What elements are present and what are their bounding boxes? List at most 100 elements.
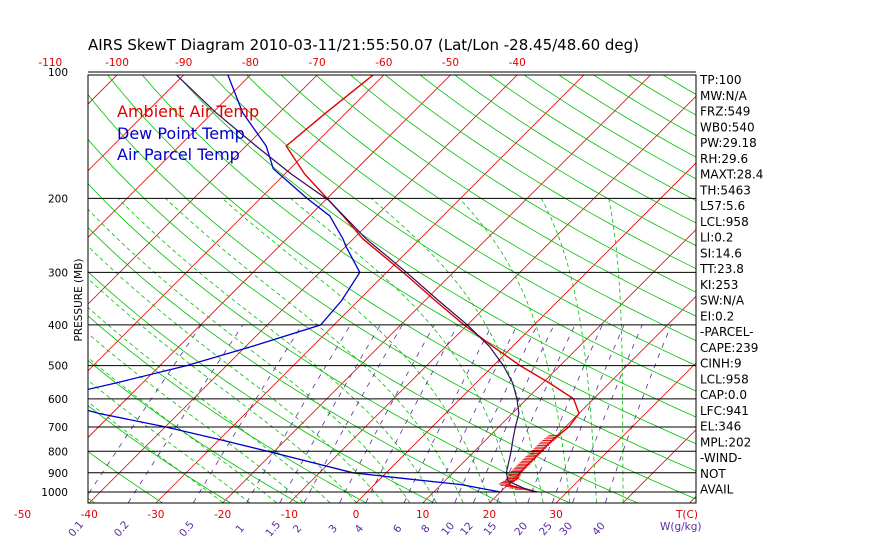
index-entry: LCL:958 xyxy=(700,372,749,386)
temp-tick-bottom: 20 xyxy=(483,509,496,521)
isotherm-line xyxy=(89,75,518,503)
index-entry: LCL:958 xyxy=(700,215,749,229)
isotherm-line xyxy=(489,295,696,503)
dry-adiabat-line xyxy=(349,75,696,293)
dry-adiabat-line xyxy=(211,75,696,392)
chart-title: AIRS SkewT Diagram 2010-03-11/21:55:50.0… xyxy=(88,36,639,54)
index-entry: EL:346 xyxy=(700,420,741,434)
isotherm-line xyxy=(289,95,696,503)
moist-adiabat-line xyxy=(88,333,304,503)
dry-adiabat-line xyxy=(280,75,696,342)
moist-adiabat-line xyxy=(88,357,277,503)
index-entry: CAP:0.0 xyxy=(700,388,747,402)
isotherm-line xyxy=(155,75,585,503)
temp-tick-top: -70 xyxy=(309,57,326,69)
temp-tick-top: -90 xyxy=(175,57,192,69)
index-entry: AVAIL xyxy=(700,483,734,497)
temp-tick-top: -100 xyxy=(105,57,129,69)
moist-adiabat-line xyxy=(459,198,571,503)
moist-adiabat-line xyxy=(117,198,437,503)
mixing-ratio-line xyxy=(431,324,518,503)
index-entry: PW:29.18 xyxy=(700,136,757,150)
moist-adiabat-line xyxy=(541,198,597,503)
mixing-ratio-line xyxy=(454,324,538,503)
isotherm-line xyxy=(556,362,696,503)
pressure-tick-label: 900 xyxy=(48,468,68,480)
index-entry: LFC:941 xyxy=(700,404,749,418)
temp-tick-bottom: 10 xyxy=(416,509,429,521)
mixing-ratio-line xyxy=(279,324,381,503)
pressure-tick-label: 1000 xyxy=(41,487,68,499)
index-entry: L57:5.6 xyxy=(700,199,745,213)
isotherm-line xyxy=(356,162,696,503)
index-entry: FRZ:549 xyxy=(700,105,750,119)
isotherm-line xyxy=(88,75,452,439)
mixing-ratio-line xyxy=(527,324,603,503)
legend-parcel: Air Parcel Temp xyxy=(117,145,240,164)
legend-ambient: Ambient Air Temp xyxy=(117,102,259,121)
index-entry: KI:253 xyxy=(700,278,738,292)
pressure-tick-label: 600 xyxy=(48,394,68,406)
legend-dewpoint: Dew Point Temp xyxy=(117,124,245,143)
moist-adiabat-line xyxy=(371,198,544,503)
mixing-ratio-label: W(g/kg) xyxy=(660,521,702,533)
index-entry: LI:0.2 xyxy=(700,231,733,245)
y-axis-label: PRESSURE (MB) xyxy=(73,258,85,341)
isotherm-line xyxy=(88,75,385,372)
isobars xyxy=(88,71,696,493)
moist-adiabat-line xyxy=(88,379,250,503)
index-entry: -WIND- xyxy=(700,451,742,465)
moist-adiabat-line xyxy=(290,198,517,503)
dry-adiabat-line xyxy=(107,75,696,472)
mixing-ratio-line xyxy=(193,324,303,503)
moist-adiabat-line xyxy=(165,198,464,503)
isotherm-line xyxy=(88,75,251,238)
ambient-temp-curve xyxy=(285,75,580,493)
pressure-tick-label: 400 xyxy=(48,320,68,332)
mixing-ratio-line xyxy=(496,324,576,503)
index-entry: CINH:9 xyxy=(700,357,742,371)
moist-adiabat-line xyxy=(608,198,624,503)
dry-adiabat-line xyxy=(315,75,696,317)
moist-adiabat-line xyxy=(88,306,330,503)
mixing-ratio-line xyxy=(365,324,459,503)
mixing-ratio-line xyxy=(88,324,202,496)
temp-tick-bottom: 0 xyxy=(353,509,360,521)
legend: Ambient Air Temp Dew Point Temp Air Parc… xyxy=(117,102,259,164)
isotherm-line xyxy=(422,229,696,503)
index-entry: CAPE:239 xyxy=(700,341,758,355)
plot-frame xyxy=(87,74,697,504)
index-entry: MPL:202 xyxy=(700,435,751,449)
moist-adiabat-line xyxy=(88,208,411,503)
temp-tick-bottom: -20 xyxy=(214,509,231,521)
moist-adiabat-line xyxy=(88,245,384,503)
index-entry: SW:N/A xyxy=(700,294,745,308)
temp-tick-top: -50 xyxy=(442,57,459,69)
index-entry: TP:100 xyxy=(699,73,742,87)
pressure-tick-label: 500 xyxy=(48,361,68,373)
profile-curves xyxy=(88,75,580,493)
mixing-ratio-line xyxy=(246,324,351,503)
isotherm-line xyxy=(88,75,318,305)
temp-tick-bottom: -50 xyxy=(14,509,31,521)
index-entry: -PARCEL- xyxy=(700,325,754,339)
index-entry: MW:N/A xyxy=(700,89,748,103)
mixing-ratio-line xyxy=(551,324,625,503)
pressure-tick-label: 300 xyxy=(48,267,68,279)
dry-adiabat-line xyxy=(141,75,696,445)
dry-adiabat-line xyxy=(176,75,696,418)
isotherm-line xyxy=(222,75,652,503)
index-entry: RH:29.6 xyxy=(700,152,748,166)
dry-adiabat-line xyxy=(245,75,696,367)
pressure-tick-label: 100 xyxy=(48,67,68,79)
pressure-tick-label: 700 xyxy=(48,422,68,434)
temp-tick-top: -80 xyxy=(242,57,259,69)
moist-adiabat-line xyxy=(88,401,224,503)
pressure-tick-label: 800 xyxy=(48,446,68,458)
index-entry: WB0:540 xyxy=(700,120,755,134)
mixing-ratio-line xyxy=(303,324,403,503)
pressure-tick-label: 200 xyxy=(48,193,68,205)
temp-tick-top: -110 xyxy=(38,57,62,69)
index-entry: NOT xyxy=(700,467,726,481)
